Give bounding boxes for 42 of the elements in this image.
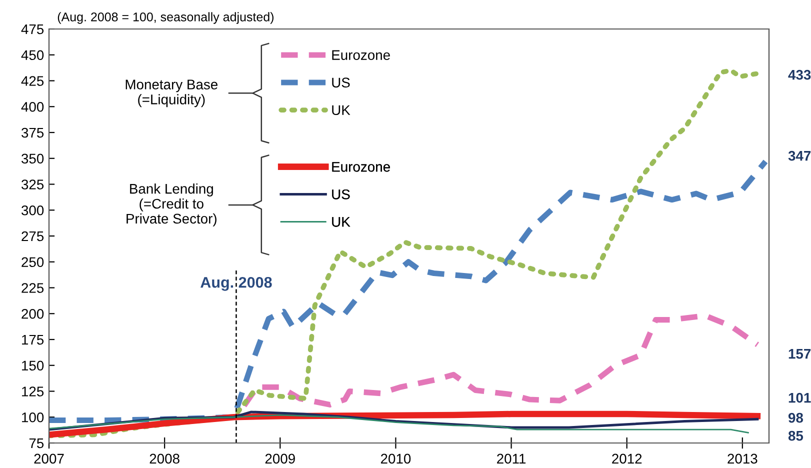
x-tick-label: 2012 <box>612 454 642 464</box>
y-tick-label: 350 <box>22 154 44 164</box>
line-series <box>49 68 760 438</box>
x-tick-label: 2013 <box>728 454 758 464</box>
y-tick-label: 375 <box>22 128 44 138</box>
legend-label: US <box>332 189 350 200</box>
text: 85 <box>788 430 804 441</box>
text: 347 <box>788 150 811 161</box>
y-tick-label: 275 <box>22 231 44 242</box>
line-series <box>49 414 749 434</box>
text: 433 <box>788 70 811 80</box>
y-tick-label: 75 <box>29 438 44 448</box>
legend-label: Eurozone <box>332 50 390 60</box>
y-tick-label: 300 <box>22 205 44 216</box>
y-tick-label: 425 <box>21 76 44 86</box>
y-tick-label: 200 <box>22 308 44 319</box>
ref-line-label: Aug. 2008 <box>200 276 272 291</box>
legend-label: Eurozone <box>332 162 390 172</box>
y-tick-label: 125 <box>22 386 44 396</box>
y-tick-label: 325 <box>22 180 44 190</box>
y-tick-label: 250 <box>22 257 44 268</box>
x-tick-label: 2009 <box>265 454 295 464</box>
legend-label: UK <box>332 217 350 227</box>
legend-label: UK <box>332 105 350 116</box>
y-tick-label: 400 <box>21 102 44 112</box>
x-tick-label: 2010 <box>380 454 411 464</box>
x-tick-label: 2011 <box>497 454 526 464</box>
annotation: Monetary Base (=Liquidity) <box>126 80 218 108</box>
chart-title: (Aug. 2008 = 100, seasonally adjusted) <box>58 12 274 24</box>
annotation: Bank Lending (=Credit to Private Sector) <box>126 184 216 226</box>
legend-label: US <box>332 78 350 88</box>
text: 98 <box>788 412 804 423</box>
text: 157 <box>788 349 811 359</box>
x-tick-label: 2007 <box>34 454 64 464</box>
y-tick-label: 475 <box>21 24 44 34</box>
y-tick-label: 450 <box>21 50 44 60</box>
y-tick-label: 100 <box>22 412 44 422</box>
x-tick-label: 2008 <box>150 454 180 464</box>
y-tick-label: 150 <box>22 360 44 371</box>
text: 101 <box>788 392 811 403</box>
y-tick-label: 225 <box>22 283 44 293</box>
y-tick-label: 175 <box>22 334 44 345</box>
